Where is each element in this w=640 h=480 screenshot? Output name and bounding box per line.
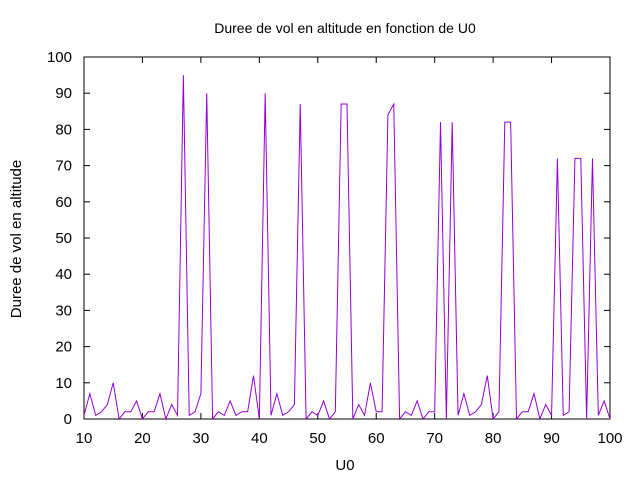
x-tick-label: 20: [134, 430, 151, 447]
y-tick-label: 80: [55, 121, 72, 138]
x-tick-label: 60: [368, 430, 385, 447]
y-axis-label: Duree de vol en altitude: [8, 160, 25, 318]
x-tick-label: 30: [193, 430, 210, 447]
y-tick-label: 90: [55, 85, 72, 102]
chart-title: Duree de vol en altitude en fonction de …: [214, 20, 476, 36]
y-tick-label: 50: [55, 230, 72, 247]
x-tick-label: 10: [76, 430, 93, 447]
x-tick-label: 90: [543, 430, 560, 447]
y-tick-label: 10: [55, 375, 72, 392]
y-tick-label: 40: [55, 266, 72, 283]
y-tick-label: 20: [55, 339, 72, 356]
x-tick-label: 100: [597, 430, 622, 447]
y-tick-label: 60: [55, 194, 72, 211]
y-tick-label: 30: [55, 302, 72, 319]
y-tick-label: 0: [64, 411, 72, 428]
x-tick-label: 40: [251, 430, 268, 447]
x-axis-label: U0: [335, 457, 354, 474]
y-tick-label: 100: [47, 49, 72, 66]
x-tick-label: 50: [309, 430, 326, 447]
x-tick-label: 70: [426, 430, 443, 447]
x-tick-label: 80: [485, 430, 502, 447]
series-line: [83, 75, 611, 421]
y-tick-label: 70: [55, 158, 72, 175]
plot-area: 10 20 30 40 50 60 70 80 90 1000102030405060708090…: [47, 49, 623, 447]
